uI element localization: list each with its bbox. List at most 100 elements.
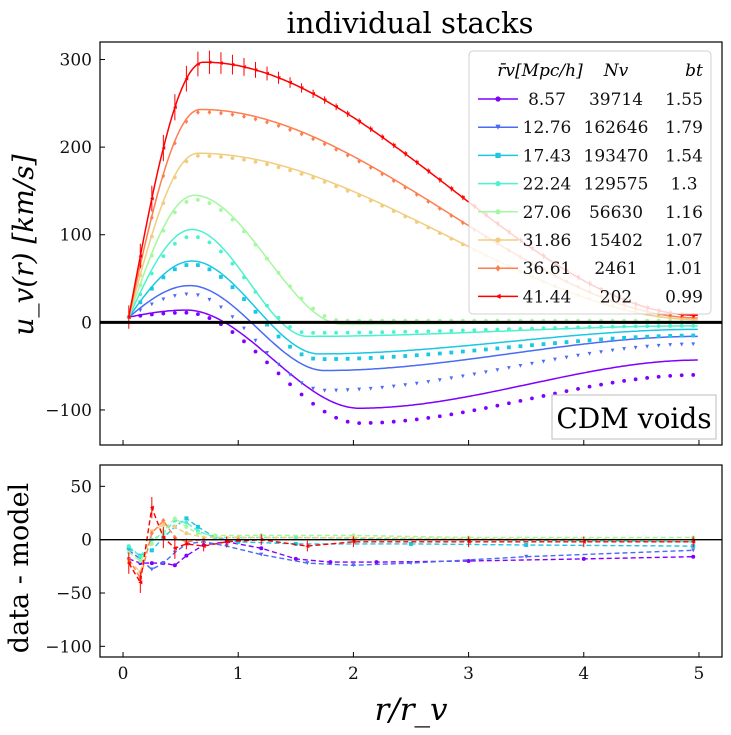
top-data-point-12.76 <box>345 388 350 393</box>
top-data-point-17.43 <box>138 300 143 305</box>
top-data-point-12.76 <box>645 344 650 349</box>
top-data-point-27.06 <box>138 283 143 288</box>
top-data-point-31.86 <box>391 209 396 214</box>
top-data-point-12.76 <box>265 351 269 355</box>
top-data-point-36.61 <box>230 112 235 118</box>
top-data-point-22.24 <box>622 324 626 329</box>
top-data-point-22.24 <box>219 249 223 254</box>
top-data-point-22.24 <box>242 275 246 280</box>
bottom-ytick-label: −100 <box>45 637 92 657</box>
top-data-point-12.76 <box>518 363 523 368</box>
top-data-point-22.24 <box>610 324 615 329</box>
top-data-point-31.86 <box>184 159 189 164</box>
top-data-point-8.57 <box>161 311 166 316</box>
top-data-point-36.61 <box>299 131 304 137</box>
top-data-point-8.57 <box>610 380 615 385</box>
residual-curve-27.06 <box>128 517 694 562</box>
top-data-point-17.43 <box>184 263 189 267</box>
residual-point-22.24 <box>184 520 189 525</box>
top-data-point-22.24 <box>576 325 580 330</box>
top-data-point-31.86 <box>253 159 258 164</box>
top-data-point-12.76 <box>161 297 166 302</box>
bottom-xtick-label: 4 <box>578 664 589 684</box>
top-data-point-17.43 <box>288 344 292 349</box>
top-model-curve-17.43 <box>128 260 698 355</box>
top-data-point-8.57 <box>645 376 650 380</box>
top-data-point-8.57 <box>449 412 454 417</box>
top-data-point-12.76 <box>253 338 258 343</box>
top-data-point-8.57 <box>656 374 661 379</box>
residual-point-27.06 <box>172 516 177 521</box>
residual-point-8.57 <box>184 553 189 558</box>
top-data-point-17.43 <box>553 341 557 345</box>
legend-marker-27.06 <box>495 209 501 215</box>
top-data-point-17.43 <box>219 275 223 279</box>
top-data-point-27.06 <box>230 217 235 222</box>
legend-radius: 31.86 <box>523 231 572 251</box>
annotation-text: CDM voids <box>556 402 711 435</box>
top-data-point-22.24 <box>564 325 569 330</box>
top-data-point-22.24 <box>138 292 143 297</box>
top-data-point-12.76 <box>149 302 154 307</box>
residual-point-36.61 <box>161 517 166 524</box>
top-data-point-12.76 <box>495 368 500 373</box>
top-data-point-36.61 <box>161 173 166 179</box>
top-data-point-17.43 <box>507 345 511 350</box>
top-data-point-12.76 <box>311 386 315 391</box>
top-data-point-36.61 <box>437 206 442 212</box>
top-data-point-22.24 <box>633 324 638 329</box>
top-data-point-17.43 <box>645 334 650 339</box>
top-data-point-8.57 <box>230 330 235 334</box>
legend-bias: 1.54 <box>665 146 703 166</box>
top-data-point-31.86 <box>196 153 200 158</box>
residual-point-8.57 <box>581 556 586 561</box>
top-ytick-label: 0 <box>81 313 92 333</box>
legend-count: 202 <box>600 287 632 307</box>
bottom-panel: 0 1 2 3 4 5 −100 −50 0 50 <box>45 464 723 684</box>
bottom-xtick-label: 0 <box>118 664 129 684</box>
top-data-point-17.43 <box>196 263 200 267</box>
top-data-point-12.76 <box>414 381 419 386</box>
top-data-point-12.76 <box>541 359 546 364</box>
top-data-point-12.76 <box>691 342 696 347</box>
residual-point-17.43 <box>524 543 529 547</box>
residual-point-12.76 <box>409 561 413 566</box>
top-data-point-36.61 <box>242 114 246 120</box>
residual-point-17.43 <box>184 516 189 521</box>
top-ytick-label: 300 <box>60 51 92 71</box>
top-data-point-22.24 <box>265 303 269 308</box>
top-data-point-31.86 <box>288 168 292 173</box>
top-data-point-8.57 <box>299 392 304 397</box>
top-data-point-12.76 <box>668 343 673 347</box>
top-data-point-12.76 <box>553 357 557 362</box>
top-data-point-8.57 <box>633 377 638 382</box>
top-data-point-22.24 <box>553 326 557 330</box>
top-data-point-8.57 <box>380 420 385 425</box>
top-data-point-8.57 <box>426 416 431 420</box>
legend-marker-12.76 <box>495 124 501 130</box>
residual-point-22.24 <box>126 544 131 549</box>
top-data-point-31.86 <box>449 236 454 241</box>
top-data-point-22.24 <box>391 330 396 334</box>
top-data-point-36.61 <box>403 185 408 191</box>
top-data-point-17.43 <box>368 356 373 360</box>
top-data-point-22.24 <box>161 254 166 259</box>
residual-point-22.24 <box>138 554 143 559</box>
legend-marker-41.44 <box>495 293 501 299</box>
top-data-point-22.24 <box>368 330 373 335</box>
top-data-point-12.76 <box>380 385 385 390</box>
residual-point-12.76 <box>351 563 356 568</box>
top-data-point-17.43 <box>403 354 408 358</box>
top-data-point-8.57 <box>530 396 534 401</box>
top-ytick-label: −100 <box>45 401 92 421</box>
top-data-point-12.76 <box>357 387 362 392</box>
top-data-point-22.24 <box>691 323 696 328</box>
legend-marker-17.43 <box>495 152 501 158</box>
top-data-point-36.61 <box>345 152 350 158</box>
top-data-point-8.57 <box>599 382 603 387</box>
top-data-point-12.76 <box>368 386 373 391</box>
top-data-point-22.24 <box>172 241 177 246</box>
top-data-point-27.06 <box>299 296 304 301</box>
top-data-point-12.76 <box>679 342 684 347</box>
